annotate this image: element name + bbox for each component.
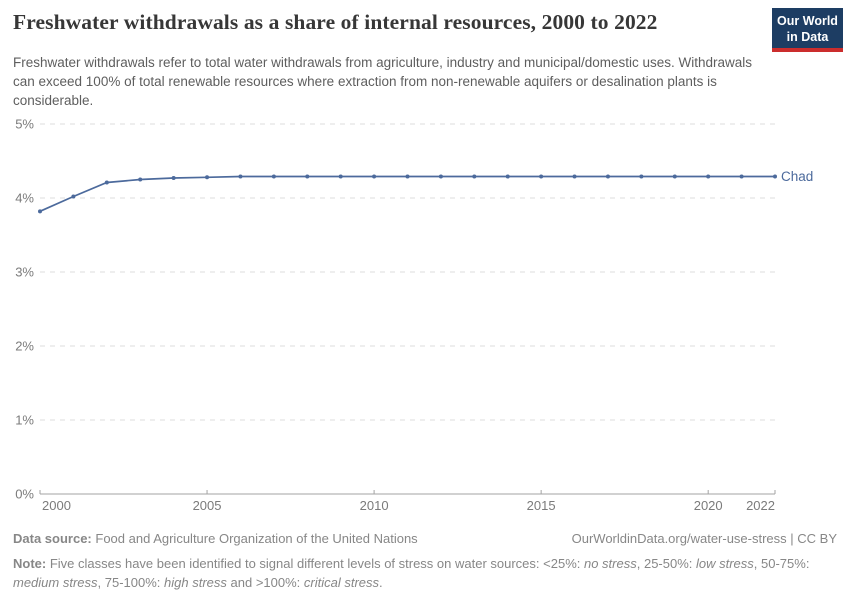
data-source-label: Data source: xyxy=(13,531,92,546)
note-segment: Five classes have been identified to sig… xyxy=(49,556,584,571)
data-point-marker[interactable] xyxy=(205,175,210,180)
x-tick-label: 2015 xyxy=(527,498,556,513)
data-point-marker[interactable] xyxy=(372,174,377,179)
note-segment: medium stress xyxy=(13,575,98,590)
note-segment: critical stress xyxy=(303,575,380,590)
note-segment: , 75-100%: xyxy=(97,575,165,590)
data-point-marker[interactable] xyxy=(472,174,477,179)
note-segment: no stress xyxy=(583,556,637,571)
y-tick-label: 5% xyxy=(15,117,34,132)
series-label-chad[interactable]: Chad xyxy=(781,169,813,184)
note-label: Note: xyxy=(13,556,47,571)
owid-logo-line2: in Data xyxy=(786,30,829,44)
data-point-marker[interactable] xyxy=(706,174,711,179)
data-point-marker[interactable] xyxy=(405,174,410,179)
data-point-marker[interactable] xyxy=(71,194,76,199)
data-point-marker[interactable] xyxy=(305,174,310,179)
owid-logo: Our World in Data xyxy=(772,8,843,52)
series-line-chad[interactable] xyxy=(39,175,775,213)
data-point-marker[interactable] xyxy=(605,174,610,179)
data-point-marker[interactable] xyxy=(104,180,109,185)
y-tick-label: 1% xyxy=(15,413,34,428)
note-segment: , 50-75%: xyxy=(753,556,810,571)
data-point-marker[interactable] xyxy=(572,174,577,179)
data-point-marker[interactable] xyxy=(438,174,443,179)
data-point-marker[interactable] xyxy=(672,174,677,179)
y-tick-label: 4% xyxy=(15,191,34,206)
data-point-marker[interactable] xyxy=(539,174,544,179)
line-chart: 0% 1% 2% 3% 4% 5% 2000 2005 2010 2015 2020 2022 Chad xyxy=(15,117,813,514)
chart-footer: Data source: Food and Agriculture Organi… xyxy=(13,530,837,592)
source-row: Data source: Food and Agriculture Organi… xyxy=(13,530,837,547)
note-segment: low stress xyxy=(696,556,754,571)
x-tick-label: 2005 xyxy=(193,498,222,513)
owid-logo-line1: Our World xyxy=(777,14,838,28)
x-tick-label: 2020 xyxy=(694,498,723,513)
data-point-marker[interactable] xyxy=(171,176,176,181)
note-segment: . xyxy=(379,575,383,590)
note-row: Note: Five classes have been identified … xyxy=(13,554,837,592)
data-point-marker[interactable] xyxy=(238,174,243,179)
data-point-marker[interactable] xyxy=(639,174,644,179)
page-title: Freshwater withdrawals as a share of int… xyxy=(13,10,658,34)
data-point-marker[interactable] xyxy=(138,177,143,182)
attribution-link: OurWorldinData.org/water-use-stress | CC… xyxy=(571,531,837,546)
data-source-text: Food and Agriculture Organization of the… xyxy=(95,531,418,546)
x-tick-label: 2010 xyxy=(360,498,389,513)
note-text: Five classes have been identified to sig… xyxy=(13,556,809,590)
chart-subtitle: Freshwater withdrawals refer to total wa… xyxy=(13,55,753,108)
y-tick-label: 2% xyxy=(15,339,34,354)
data-source: Data source: Food and Agriculture Organi… xyxy=(13,530,418,547)
x-tick-label: 2000 xyxy=(42,498,71,513)
x-tick-label: 2022 xyxy=(746,498,775,513)
note-segment: high stress xyxy=(164,575,227,590)
y-tick-label: 3% xyxy=(15,265,34,280)
data-point-marker[interactable] xyxy=(739,174,744,179)
note-segment: , 25-50%: xyxy=(636,556,696,571)
data-point-marker[interactable] xyxy=(773,174,777,179)
data-point-marker[interactable] xyxy=(338,174,343,179)
y-tick-label: 0% xyxy=(15,487,34,502)
data-point-marker[interactable] xyxy=(271,174,276,179)
note-segment: and >100%: xyxy=(226,575,304,590)
data-point-marker[interactable] xyxy=(38,209,42,214)
data-point-marker[interactable] xyxy=(505,174,510,179)
